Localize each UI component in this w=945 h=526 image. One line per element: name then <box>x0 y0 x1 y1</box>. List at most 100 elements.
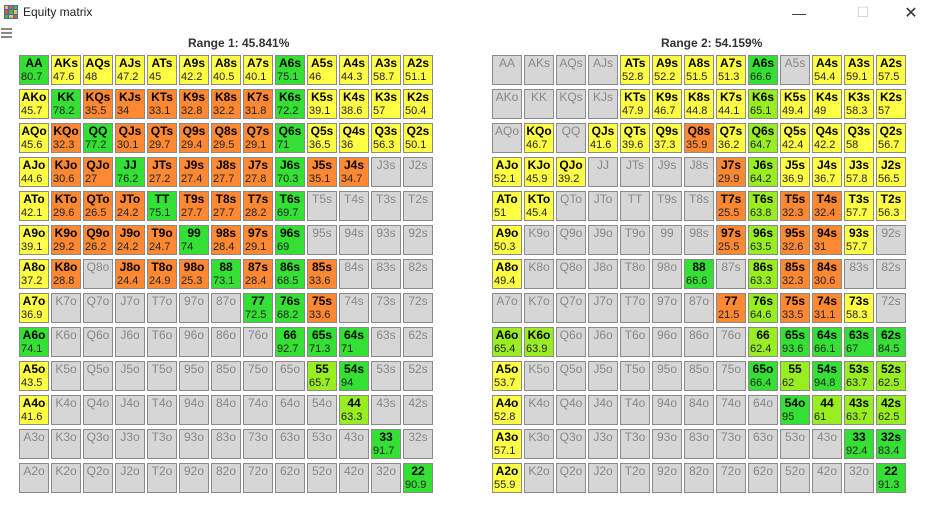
hand-cell-62s[interactable]: 62s <box>403 327 433 357</box>
hand-cell-j3o[interactable]: J3o <box>115 429 145 459</box>
hand-cell-95s[interactable]: 95s 32.6 <box>780 225 810 255</box>
hand-cell-a7s[interactable]: A7s 40.1 <box>243 55 273 85</box>
hand-cell-ats[interactable]: ATs 52.8 <box>620 55 650 85</box>
maximize-button[interactable]: ☐ <box>856 4 870 20</box>
hand-cell-a2o[interactable]: A2o <box>19 463 49 493</box>
hand-cell-42o[interactable]: 42o <box>339 463 369 493</box>
hand-cell-j7s[interactable]: J7s 27.8 <box>243 157 273 187</box>
hand-cell-q7o[interactable]: Q7o <box>556 293 586 323</box>
hand-cell-t6o[interactable]: T6o <box>147 327 177 357</box>
hand-cell-q8o[interactable]: Q8o <box>83 259 113 289</box>
hand-cell-q6s[interactable]: Q6s 64.7 <box>748 123 778 153</box>
hand-cell-62o[interactable]: 62o <box>748 463 778 493</box>
hand-cell-82o[interactable]: 82o <box>211 463 241 493</box>
hand-cell-k6o[interactable]: K6o 63.9 <box>524 327 554 357</box>
hand-cell-k2o[interactable]: K2o <box>524 463 554 493</box>
hand-cell-k2s[interactable]: K2s 50.4 <box>403 89 433 119</box>
hand-cell-a8o[interactable]: A8o 37.2 <box>19 259 49 289</box>
hand-cell-j2s[interactable]: J2s <box>403 157 433 187</box>
hand-cell-62o[interactable]: 62o <box>275 463 305 493</box>
hand-cell-84o[interactable]: 84o <box>211 395 241 425</box>
hand-cell-j4s[interactable]: J4s 34.7 <box>339 157 369 187</box>
hand-cell-kqs[interactable]: KQs <box>556 89 586 119</box>
hand-cell-aks[interactable]: AKs 47.6 <box>51 55 81 85</box>
hand-cell-63s[interactable]: 63s <box>371 327 401 357</box>
hand-cell-t5s[interactable]: T5s 32.3 <box>780 191 810 221</box>
hand-cell-j2o[interactable]: J2o <box>588 463 618 493</box>
hand-cell-k6o[interactable]: K6o <box>51 327 81 357</box>
hand-cell-k4s[interactable]: K4s 38.6 <box>339 89 369 119</box>
hand-cell-65s[interactable]: 65s 71.3 <box>307 327 337 357</box>
hand-cell-qto[interactable]: QTo 26.5 <box>83 191 113 221</box>
hand-cell-t3o[interactable]: T3o <box>147 429 177 459</box>
hand-cell-q7o[interactable]: Q7o <box>83 293 113 323</box>
hand-cell-82s[interactable]: 82s <box>403 259 433 289</box>
hand-cell-32o[interactable]: 32o <box>844 463 874 493</box>
hand-cell-t7o[interactable]: T7o <box>147 293 177 323</box>
hand-cell-52o[interactable]: 52o <box>780 463 810 493</box>
hand-cell-73s[interactable]: 73s <box>371 293 401 323</box>
hand-cell-k8s[interactable]: K8s 32.2 <box>211 89 241 119</box>
hand-cell-q6o[interactable]: Q6o <box>83 327 113 357</box>
hand-cell-a2s[interactable]: A2s 51.1 <box>403 55 433 85</box>
hand-cell-74o[interactable]: 74o <box>243 395 273 425</box>
hand-cell-j6s[interactable]: J6s 70.3 <box>275 157 305 187</box>
hand-cell-a4s[interactable]: A4s 44.3 <box>339 55 369 85</box>
hand-cell-65s[interactable]: 65s 93.6 <box>780 327 810 357</box>
hand-cell-a4s[interactable]: A4s 54.4 <box>812 55 842 85</box>
hand-cell-t5o[interactable]: T5o <box>620 361 650 391</box>
hand-cell-87o[interactable]: 87o <box>211 293 241 323</box>
hand-cell-kqs[interactable]: KQs 35.5 <box>83 89 113 119</box>
hand-cell-j9s[interactable]: J9s <box>652 157 682 187</box>
hand-cell-82o[interactable]: 82o <box>684 463 714 493</box>
hand-cell-a4o[interactable]: A4o 52.8 <box>492 395 522 425</box>
hand-cell-a9o[interactable]: A9o 50.3 <box>492 225 522 255</box>
hand-cell-q2o[interactable]: Q2o <box>556 463 586 493</box>
hand-cell-j4s[interactable]: J4s 36.7 <box>812 157 842 187</box>
hand-cell-j8s[interactable]: J8s 27.7 <box>211 157 241 187</box>
hand-cell-66[interactable]: 66 92.7 <box>275 327 305 357</box>
hand-cell-72o[interactable]: 72o <box>243 463 273 493</box>
hand-cell-98s[interactable]: 98s 28.4 <box>211 225 241 255</box>
hand-cell-qq[interactable]: QQ <box>556 123 586 153</box>
hand-cell-92s[interactable]: 92s <box>403 225 433 255</box>
hand-cell-93s[interactable]: 93s <box>371 225 401 255</box>
hand-cell-q2s[interactable]: Q2s 50.1 <box>403 123 433 153</box>
hand-cell-95s[interactable]: 95s <box>307 225 337 255</box>
hand-cell-99[interactable]: 99 <box>652 225 682 255</box>
hand-cell-k6s[interactable]: K6s 65.1 <box>748 89 778 119</box>
hand-cell-kts[interactable]: KTs 33.1 <box>147 89 177 119</box>
hand-cell-t9s[interactable]: T9s <box>652 191 682 221</box>
hand-cell-32o[interactable]: 32o <box>371 463 401 493</box>
hand-cell-ajo[interactable]: AJo 44.6 <box>19 157 49 187</box>
hand-cell-96o[interactable]: 96o <box>179 327 209 357</box>
hand-cell-k5s[interactable]: K5s 49.4 <box>780 89 810 119</box>
hand-cell-j5s[interactable]: J5s 35.1 <box>307 157 337 187</box>
hand-cell-54s[interactable]: 54s 94.8 <box>812 361 842 391</box>
hand-cell-44[interactable]: 44 63.3 <box>339 395 369 425</box>
hand-cell-kto[interactable]: KTo 29.6 <box>51 191 81 221</box>
hand-cell-tt[interactable]: TT <box>620 191 650 221</box>
hand-cell-75s[interactable]: 75s 33.5 <box>780 293 810 323</box>
hand-cell-qjo[interactable]: QJo 27 <box>83 157 113 187</box>
hand-cell-k9s[interactable]: K9s 32.8 <box>179 89 209 119</box>
hand-cell-ajs[interactable]: AJs 47.2 <box>115 55 145 85</box>
hand-cell-a5o[interactable]: A5o 43.5 <box>19 361 49 391</box>
hand-cell-j8o[interactable]: J8o <box>588 259 618 289</box>
hand-cell-93o[interactable]: 93o <box>652 429 682 459</box>
hand-cell-64o[interactable]: 64o <box>748 395 778 425</box>
hand-cell-43s[interactable]: 43s 63.7 <box>844 395 874 425</box>
hand-cell-jto[interactable]: JTo <box>588 191 618 221</box>
hand-cell-72s[interactable]: 72s <box>876 293 906 323</box>
hand-cell-k3s[interactable]: K3s 58.3 <box>844 89 874 119</box>
hand-cell-qq[interactable]: QQ 77.2 <box>83 123 113 153</box>
hand-cell-a5o[interactable]: A5o 53.7 <box>492 361 522 391</box>
hand-cell-75o[interactable]: 75o <box>243 361 273 391</box>
hand-cell-j6o[interactable]: J6o <box>115 327 145 357</box>
hand-cell-ako[interactable]: AKo <box>492 89 522 119</box>
hand-cell-97o[interactable]: 97o <box>652 293 682 323</box>
hand-cell-k7s[interactable]: K7s 44.1 <box>716 89 746 119</box>
hand-cell-aks[interactable]: AKs <box>524 55 554 85</box>
hand-cell-j7s[interactable]: J7s 29.9 <box>716 157 746 187</box>
hand-cell-t5s[interactable]: T5s <box>307 191 337 221</box>
